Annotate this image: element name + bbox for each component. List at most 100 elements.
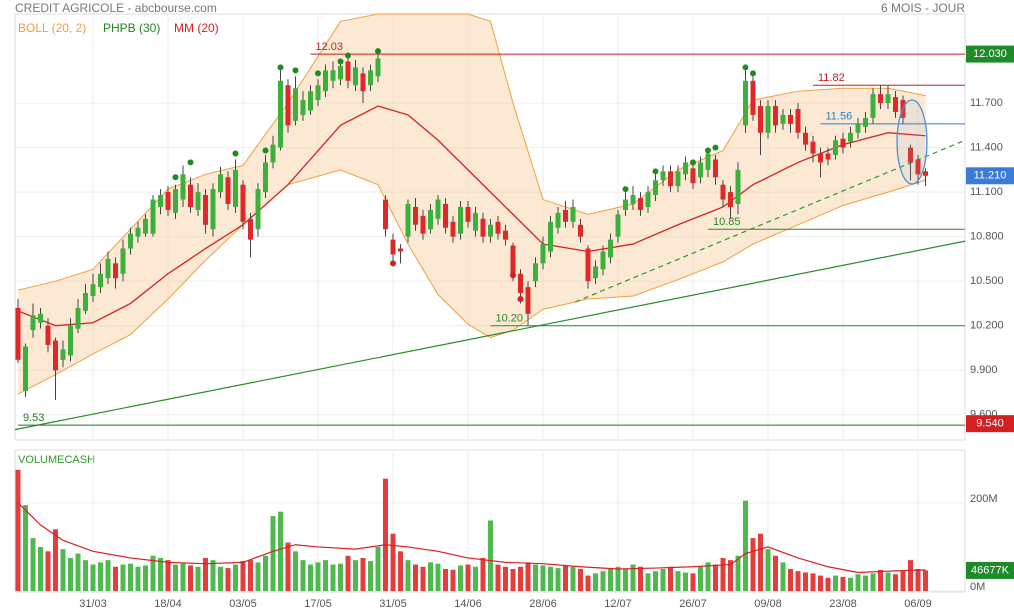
candle-body [270,144,276,163]
candle-body [638,198,643,210]
volume-bar [653,571,658,591]
candle-body [98,273,103,288]
candle-body [893,97,898,112]
volume-bar [623,568,628,591]
candle-body [383,199,388,230]
candle-body [428,209,433,230]
volume-bar [503,566,508,591]
candle-body [23,346,28,392]
candle-body [630,195,636,204]
volume-bar [630,564,636,591]
trendline [14,240,966,431]
phpb-dot [172,174,179,181]
volume-bar [300,560,306,591]
volume-bar [900,571,906,591]
candle-body [563,209,568,222]
candle-body [653,180,658,196]
volume-bar [98,562,103,591]
volume-bar [525,562,531,591]
x-tick-label: 26/07 [679,598,707,610]
annotation-ellipse [896,99,928,185]
volume-bar [668,566,673,591]
volume-bar [765,549,771,591]
y-tick-label: 0M [970,581,985,593]
candle-body [923,171,928,176]
volume-bar [735,555,741,591]
volume-bar [698,566,703,591]
candle-body [660,171,666,181]
candle-body [608,239,613,258]
candle-body [495,221,501,234]
candle-body [248,218,253,240]
candle-body [510,245,516,274]
candle-body [315,85,321,101]
volume-bar [210,560,216,591]
candle-body [90,284,96,297]
volume-bar [323,560,328,591]
volume-bar [488,520,493,591]
volume-bar [270,516,276,591]
volume-bar [803,572,808,591]
volume-bar [585,575,591,591]
candle-body [68,325,73,356]
candle-body [465,206,471,222]
candle-body [360,73,366,92]
volume-bar [818,575,823,591]
candle-body [720,184,726,200]
candle-body [713,159,718,178]
candle-body [810,141,816,154]
candle-body [420,215,426,234]
volume-bar [315,562,321,591]
volume-bar [23,505,28,591]
volume-bar [893,574,898,591]
phpb-dot [712,144,719,151]
volume-bar [180,563,186,591]
candle-body [38,313,43,323]
candle-body [233,169,238,207]
candle-body [278,80,283,148]
candle-body [668,171,673,187]
y-tick-label: 11.400 [970,141,1003,153]
candle-body [195,192,201,210]
candle-body [743,80,748,126]
candle-body [285,85,291,126]
candle-body [293,88,298,121]
level-label: 11.56 [826,111,853,123]
candle-body [345,61,351,81]
x-tick-label: 18/04 [154,598,182,610]
candle-body [548,221,553,252]
candle-body [690,168,696,184]
phpb-dot [187,159,194,166]
candle-body [353,67,358,86]
candle-body [533,263,538,282]
volume-bar [833,575,838,591]
phpb-dot [375,48,381,55]
candle-body [45,325,51,346]
candle-body [203,195,208,225]
volume-bar [458,565,463,591]
candle-body [450,221,456,237]
candle-body [83,293,88,311]
volume-bar [563,565,568,591]
candle-body [113,263,118,279]
volume-bar [495,564,501,591]
phpb-dot [517,295,524,302]
volume-bar [45,551,51,591]
volume-bar [68,557,73,591]
candle-body [435,199,441,219]
volume-bar [83,560,88,591]
candle-body [863,117,868,127]
volume-bar [705,562,711,591]
volume-bar [548,566,553,591]
volume-bar [690,573,696,591]
candle-body [390,239,396,255]
candle-body [825,153,831,160]
volume-bar [660,568,666,591]
candle-body [60,349,66,360]
volume-bar [143,565,148,591]
candle-body [780,114,786,124]
price-tag-label: 12.030 [973,48,1007,60]
boll-lower [17,169,926,395]
volume-bar [413,564,418,591]
price-tag-label: 9.540 [976,418,1004,430]
